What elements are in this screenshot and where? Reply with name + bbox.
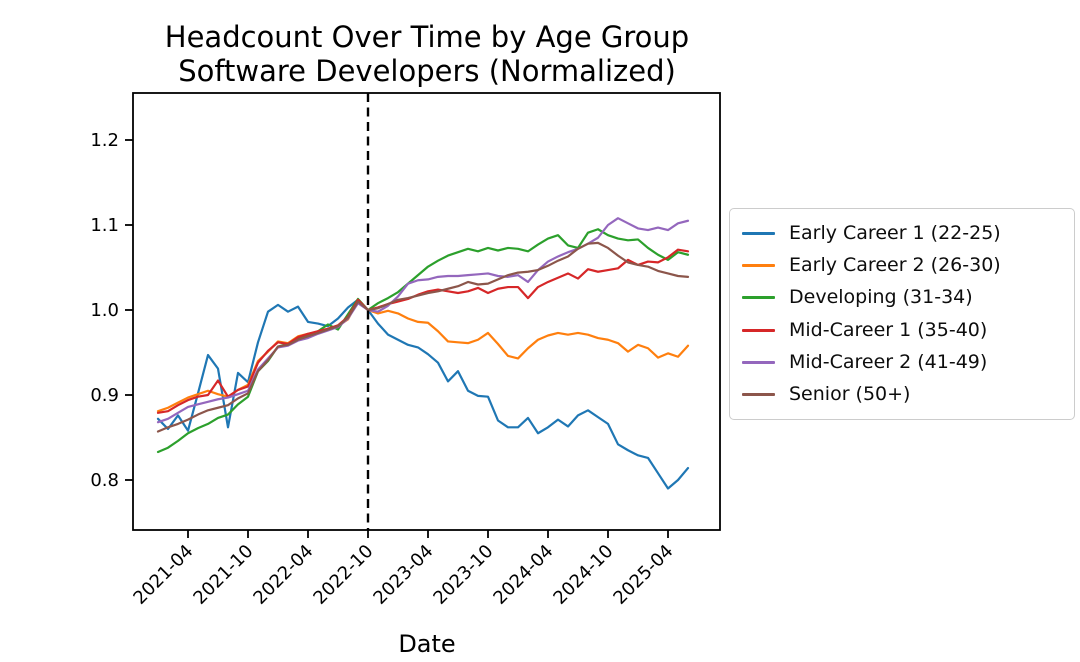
chart-title-line2: Software Developers (Normalized) bbox=[178, 54, 676, 88]
y-tick-label: 1.2 bbox=[90, 130, 119, 151]
x-tick-label: 2021-04 bbox=[129, 541, 197, 609]
x-tick-label: 2021-10 bbox=[189, 541, 257, 609]
line-series-early-career-1-22-25 bbox=[156, 298, 690, 490]
x-tick-label: 2023-04 bbox=[369, 541, 437, 609]
y-tick-label: 1.0 bbox=[90, 300, 119, 321]
legend-line-swatch bbox=[742, 392, 775, 396]
line-series-mid-career-2-41-49 bbox=[156, 217, 690, 424]
x-tick-label: 2024-04 bbox=[489, 541, 557, 609]
legend-line-swatch bbox=[742, 296, 775, 300]
legend-item: Early Career 2 (26-30) bbox=[742, 250, 1066, 281]
legend-item: Senior (50+) bbox=[742, 379, 1066, 410]
legend-label: Mid-Career 2 (41-49) bbox=[789, 350, 988, 373]
plot-border bbox=[132, 92, 721, 531]
legend-line-swatch bbox=[742, 264, 775, 268]
legend-label: Early Career 2 (26-30) bbox=[789, 254, 1001, 277]
legend-item: Mid-Career 2 (41-49) bbox=[742, 347, 1066, 378]
legend-item: Early Career 1 (22-25) bbox=[742, 218, 1066, 249]
y-tick-label: 0.8 bbox=[90, 470, 119, 491]
x-tick-label: 2025-04 bbox=[609, 541, 677, 609]
x-tick-label: 2022-10 bbox=[309, 541, 377, 609]
x-axis-label: Date bbox=[398, 630, 455, 658]
x-tick-label: 2022-04 bbox=[249, 541, 317, 609]
y-tick-label: 0.9 bbox=[90, 385, 119, 406]
x-tick-label: 2023-10 bbox=[429, 541, 497, 609]
legend-label: Mid-Career 1 (35-40) bbox=[789, 318, 988, 341]
legend-label: Developing (31-34) bbox=[789, 286, 973, 309]
line-series-developing-31-34 bbox=[156, 228, 690, 454]
legend-line-swatch bbox=[742, 232, 775, 235]
legend-line-swatch bbox=[742, 328, 775, 332]
line-series-early-career-2-26-30 bbox=[156, 299, 690, 413]
line-series-mid-career-1-35-40 bbox=[156, 248, 690, 414]
line-series-senior-50 bbox=[156, 241, 690, 433]
y-tick-label: 1.1 bbox=[90, 215, 119, 236]
chart-title-line1: Headcount Over Time by Age Group bbox=[165, 20, 689, 54]
legend-item: Developing (31-34) bbox=[742, 282, 1066, 313]
legend-item: Mid-Career 1 (35-40) bbox=[742, 315, 1066, 346]
legend: Early Career 1 (22-25) Early Career 2 (26… bbox=[729, 208, 1075, 420]
legend-label: Senior (50+) bbox=[789, 382, 911, 405]
x-tick-label: 2024-10 bbox=[549, 541, 617, 609]
legend-label: Early Career 1 (22-25) bbox=[789, 222, 1001, 244]
legend-line-swatch bbox=[742, 360, 775, 364]
